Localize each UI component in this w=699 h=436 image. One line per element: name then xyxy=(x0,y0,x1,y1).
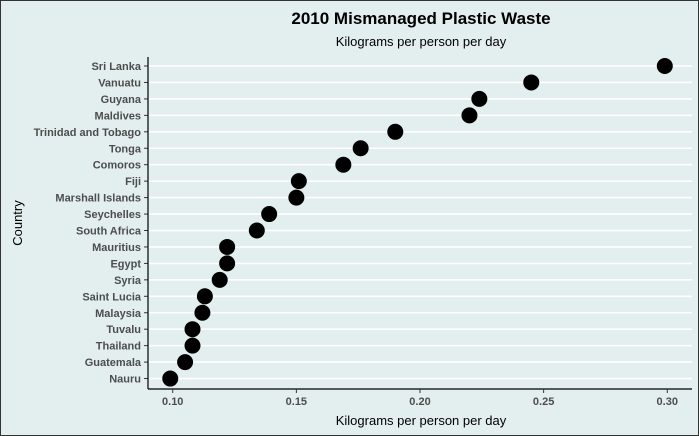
data-point xyxy=(211,271,228,288)
x-tick-label: 0.20 xyxy=(409,396,430,408)
y-tick-label: Nauru xyxy=(109,374,141,386)
data-point xyxy=(461,107,478,124)
data-point xyxy=(184,321,201,338)
y-tick-label: Marshall Islands xyxy=(55,193,141,205)
data-point xyxy=(184,337,201,354)
data-point xyxy=(177,354,194,371)
y-tick-label: South Africa xyxy=(76,226,142,238)
data-point xyxy=(162,370,179,387)
y-tick-labels: Sri Lanka Vanuatu Guyana Maldives Trinidad a… xyxy=(34,61,142,386)
data-point xyxy=(194,304,211,321)
x-tick-labels: 0.10 0.15 0.20 0.25 0.30 xyxy=(162,396,678,408)
y-tick-label: Seychelles xyxy=(84,209,141,221)
x-tick-label: 0.30 xyxy=(657,396,678,408)
gridlines xyxy=(148,65,692,380)
data-point xyxy=(335,156,352,173)
y-tick-label: Comoros xyxy=(93,160,141,172)
y-tick-label: Malaysia xyxy=(95,308,142,320)
y-tick-label: Vanuatu xyxy=(98,77,141,89)
y-tick-label: Syria xyxy=(114,275,142,287)
data-point xyxy=(290,173,307,190)
data-point xyxy=(352,140,369,157)
axes xyxy=(144,57,692,393)
x-tick-label: 0.25 xyxy=(533,396,554,408)
data-point xyxy=(196,288,213,305)
x-tick-label: 0.10 xyxy=(162,396,183,408)
y-tick-label: Saint Lucia xyxy=(82,291,142,303)
chart-subtitle: Kilograms per person per day xyxy=(336,34,507,49)
y-tick-label: Fiji xyxy=(125,176,141,188)
y-axis-label: Country xyxy=(10,200,25,246)
x-axis-label: Kilograms per person per day xyxy=(336,413,507,428)
data-point xyxy=(523,74,540,91)
data-point xyxy=(261,206,278,223)
y-tick-label: Guyana xyxy=(101,94,142,106)
y-tick-label: Thailand xyxy=(96,341,141,353)
y-tick-label: Egypt xyxy=(110,258,141,270)
y-tick-label: Guatemala xyxy=(85,357,142,369)
y-tick-label: Tuvalu xyxy=(106,324,141,336)
data-point xyxy=(288,189,305,206)
data-point xyxy=(248,222,265,239)
data-point xyxy=(219,238,236,255)
y-tick-label: Tonga xyxy=(109,143,142,155)
data-point xyxy=(471,90,488,107)
data-point xyxy=(387,123,404,140)
chart-title: 2010 Mismanaged Plastic Waste xyxy=(291,9,550,28)
data-point xyxy=(219,255,236,272)
data-point xyxy=(656,58,673,74)
x-tick-label: 0.15 xyxy=(286,396,307,408)
y-tick-label: Trinidad and Tobago xyxy=(34,127,142,139)
data-points xyxy=(162,58,673,387)
y-tick-label: Maldives xyxy=(95,110,141,122)
y-tick-label: Mauritius xyxy=(92,242,141,254)
y-tick-label: Sri Lanka xyxy=(91,61,141,73)
